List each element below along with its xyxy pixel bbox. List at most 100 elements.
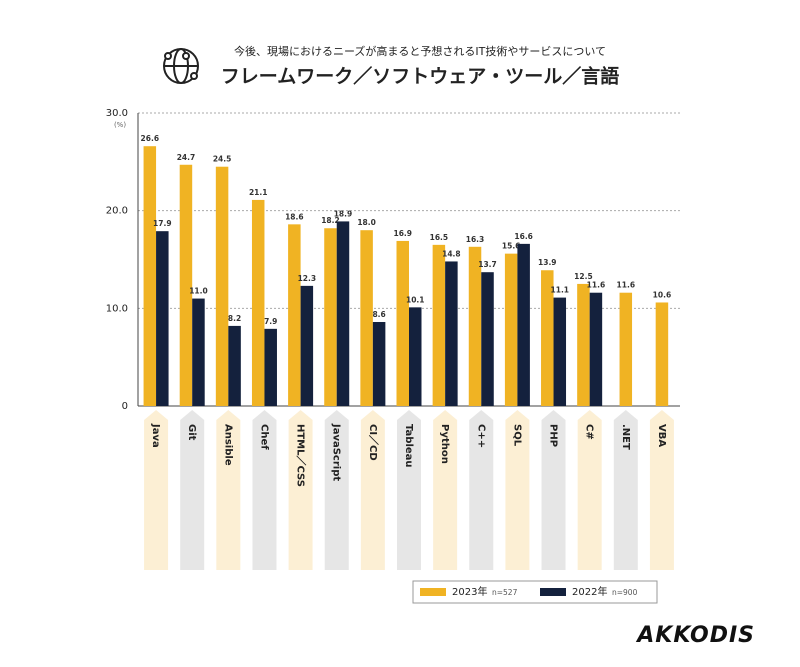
- category-pill: [216, 410, 241, 570]
- value-label: 21.1: [249, 188, 268, 197]
- category-pill: [180, 410, 205, 570]
- value-label: 15.6: [502, 242, 521, 251]
- value-label: 12.5: [574, 272, 593, 281]
- category-pill: [252, 410, 277, 570]
- value-label: 16.9: [393, 229, 412, 238]
- brand-logo: AKKODIS: [635, 623, 755, 648]
- legend-label: 2023年: [452, 585, 487, 598]
- bar: [336, 221, 350, 406]
- value-label: 13.7: [478, 260, 497, 269]
- y-tick-label: 0: [122, 401, 128, 412]
- value-label: 24.5: [213, 155, 232, 164]
- category-pill: [397, 410, 421, 570]
- legend-label: 2022年: [572, 585, 607, 598]
- bar: [192, 298, 205, 406]
- bar: [655, 302, 669, 406]
- bar: [468, 246, 482, 406]
- value-label: 17.9: [153, 219, 172, 228]
- value-label: 24.7: [177, 153, 196, 162]
- category-pill: [433, 410, 458, 570]
- value-label: 11.6: [617, 281, 636, 290]
- x-tick-label: Ansible: [222, 424, 233, 466]
- x-tick-label: Python: [439, 424, 450, 464]
- x-tick-label: CI／CD: [367, 424, 380, 461]
- y-tick-label: 10.0: [106, 303, 128, 314]
- bar: [589, 292, 603, 406]
- category-pill: [613, 410, 638, 570]
- value-label: 11.0: [189, 287, 208, 296]
- category-pill: [649, 410, 674, 570]
- x-tick-label: PHP: [548, 424, 559, 447]
- value-label: 16.3: [466, 235, 485, 244]
- category-pill: [541, 410, 566, 570]
- bar: [300, 285, 314, 406]
- bar: [143, 146, 157, 406]
- value-label: 18.0: [357, 218, 376, 227]
- legend-n: n=900: [612, 588, 638, 597]
- bar: [215, 166, 229, 406]
- bar: [179, 164, 193, 406]
- category-pill: [577, 410, 602, 570]
- value-label: 16.5: [430, 233, 449, 242]
- x-tick-label: Tableau: [403, 424, 414, 468]
- x-tick-label: VBA: [656, 424, 667, 447]
- y-tick-label: 30.0: [106, 108, 128, 119]
- value-label: 13.9: [538, 258, 557, 267]
- x-tick-label: SQL: [511, 424, 522, 447]
- category-pill: [288, 410, 313, 570]
- chart-subtitle: 今後、現場におけるニーズが高まると予想されるIT技術やサービスについて: [234, 44, 606, 58]
- category-pill: [360, 410, 385, 570]
- bar: [156, 231, 169, 406]
- value-label: 10.1: [406, 295, 425, 304]
- value-label: 7.9: [264, 317, 277, 326]
- value-label: 11.6: [587, 281, 606, 290]
- value-label: 18.9: [334, 209, 353, 218]
- legend-n: n=527: [492, 588, 518, 597]
- x-tick-label: Git: [186, 424, 197, 441]
- x-tick-label: C++: [475, 424, 486, 448]
- x-tick-label: Chef: [258, 424, 269, 450]
- value-label: 16.6: [514, 232, 533, 241]
- bar: [396, 240, 409, 406]
- legend-swatch: [540, 588, 566, 596]
- y-unit: (%): [114, 121, 126, 129]
- bar: [251, 199, 265, 406]
- y-tick-label: 20.0: [106, 206, 128, 217]
- bar: [481, 272, 494, 406]
- chart-title: フレームワーク／ソフトウェア・ツール／言語: [221, 65, 619, 88]
- value-label: 11.1: [551, 286, 570, 295]
- value-label: 18.2: [321, 216, 340, 225]
- bar: [577, 283, 590, 406]
- x-tick-label: Java: [150, 423, 161, 448]
- x-tick-label: HTML／CSS: [295, 424, 308, 487]
- bar: [360, 230, 373, 406]
- bar: [517, 243, 530, 406]
- legend-box: [412, 580, 658, 604]
- x-tick-label: .NET: [620, 424, 631, 450]
- bar: [445, 261, 458, 406]
- value-label: 26.6: [141, 134, 160, 143]
- value-label: 14.8: [442, 249, 461, 258]
- x-tick-label: JavaScript: [331, 423, 342, 481]
- value-label: 12.3: [298, 274, 317, 283]
- value-label: 18.6: [285, 212, 304, 221]
- bar: [553, 297, 567, 406]
- bar: [228, 325, 241, 406]
- bar: [324, 228, 337, 406]
- bar: [619, 292, 633, 406]
- bar: [288, 224, 301, 406]
- category-pill: [505, 410, 530, 570]
- bar: [409, 307, 422, 406]
- value-label: 10.6: [653, 290, 672, 299]
- bar: [541, 270, 554, 406]
- bar: [372, 322, 386, 406]
- category-pill: [469, 410, 494, 570]
- category-pill: [324, 410, 349, 570]
- value-label: 8.2: [228, 314, 241, 323]
- value-label: 8.6: [372, 310, 385, 319]
- bar: [264, 328, 277, 406]
- category-pill: [144, 410, 169, 570]
- bar: [432, 244, 446, 406]
- bar: [504, 253, 518, 406]
